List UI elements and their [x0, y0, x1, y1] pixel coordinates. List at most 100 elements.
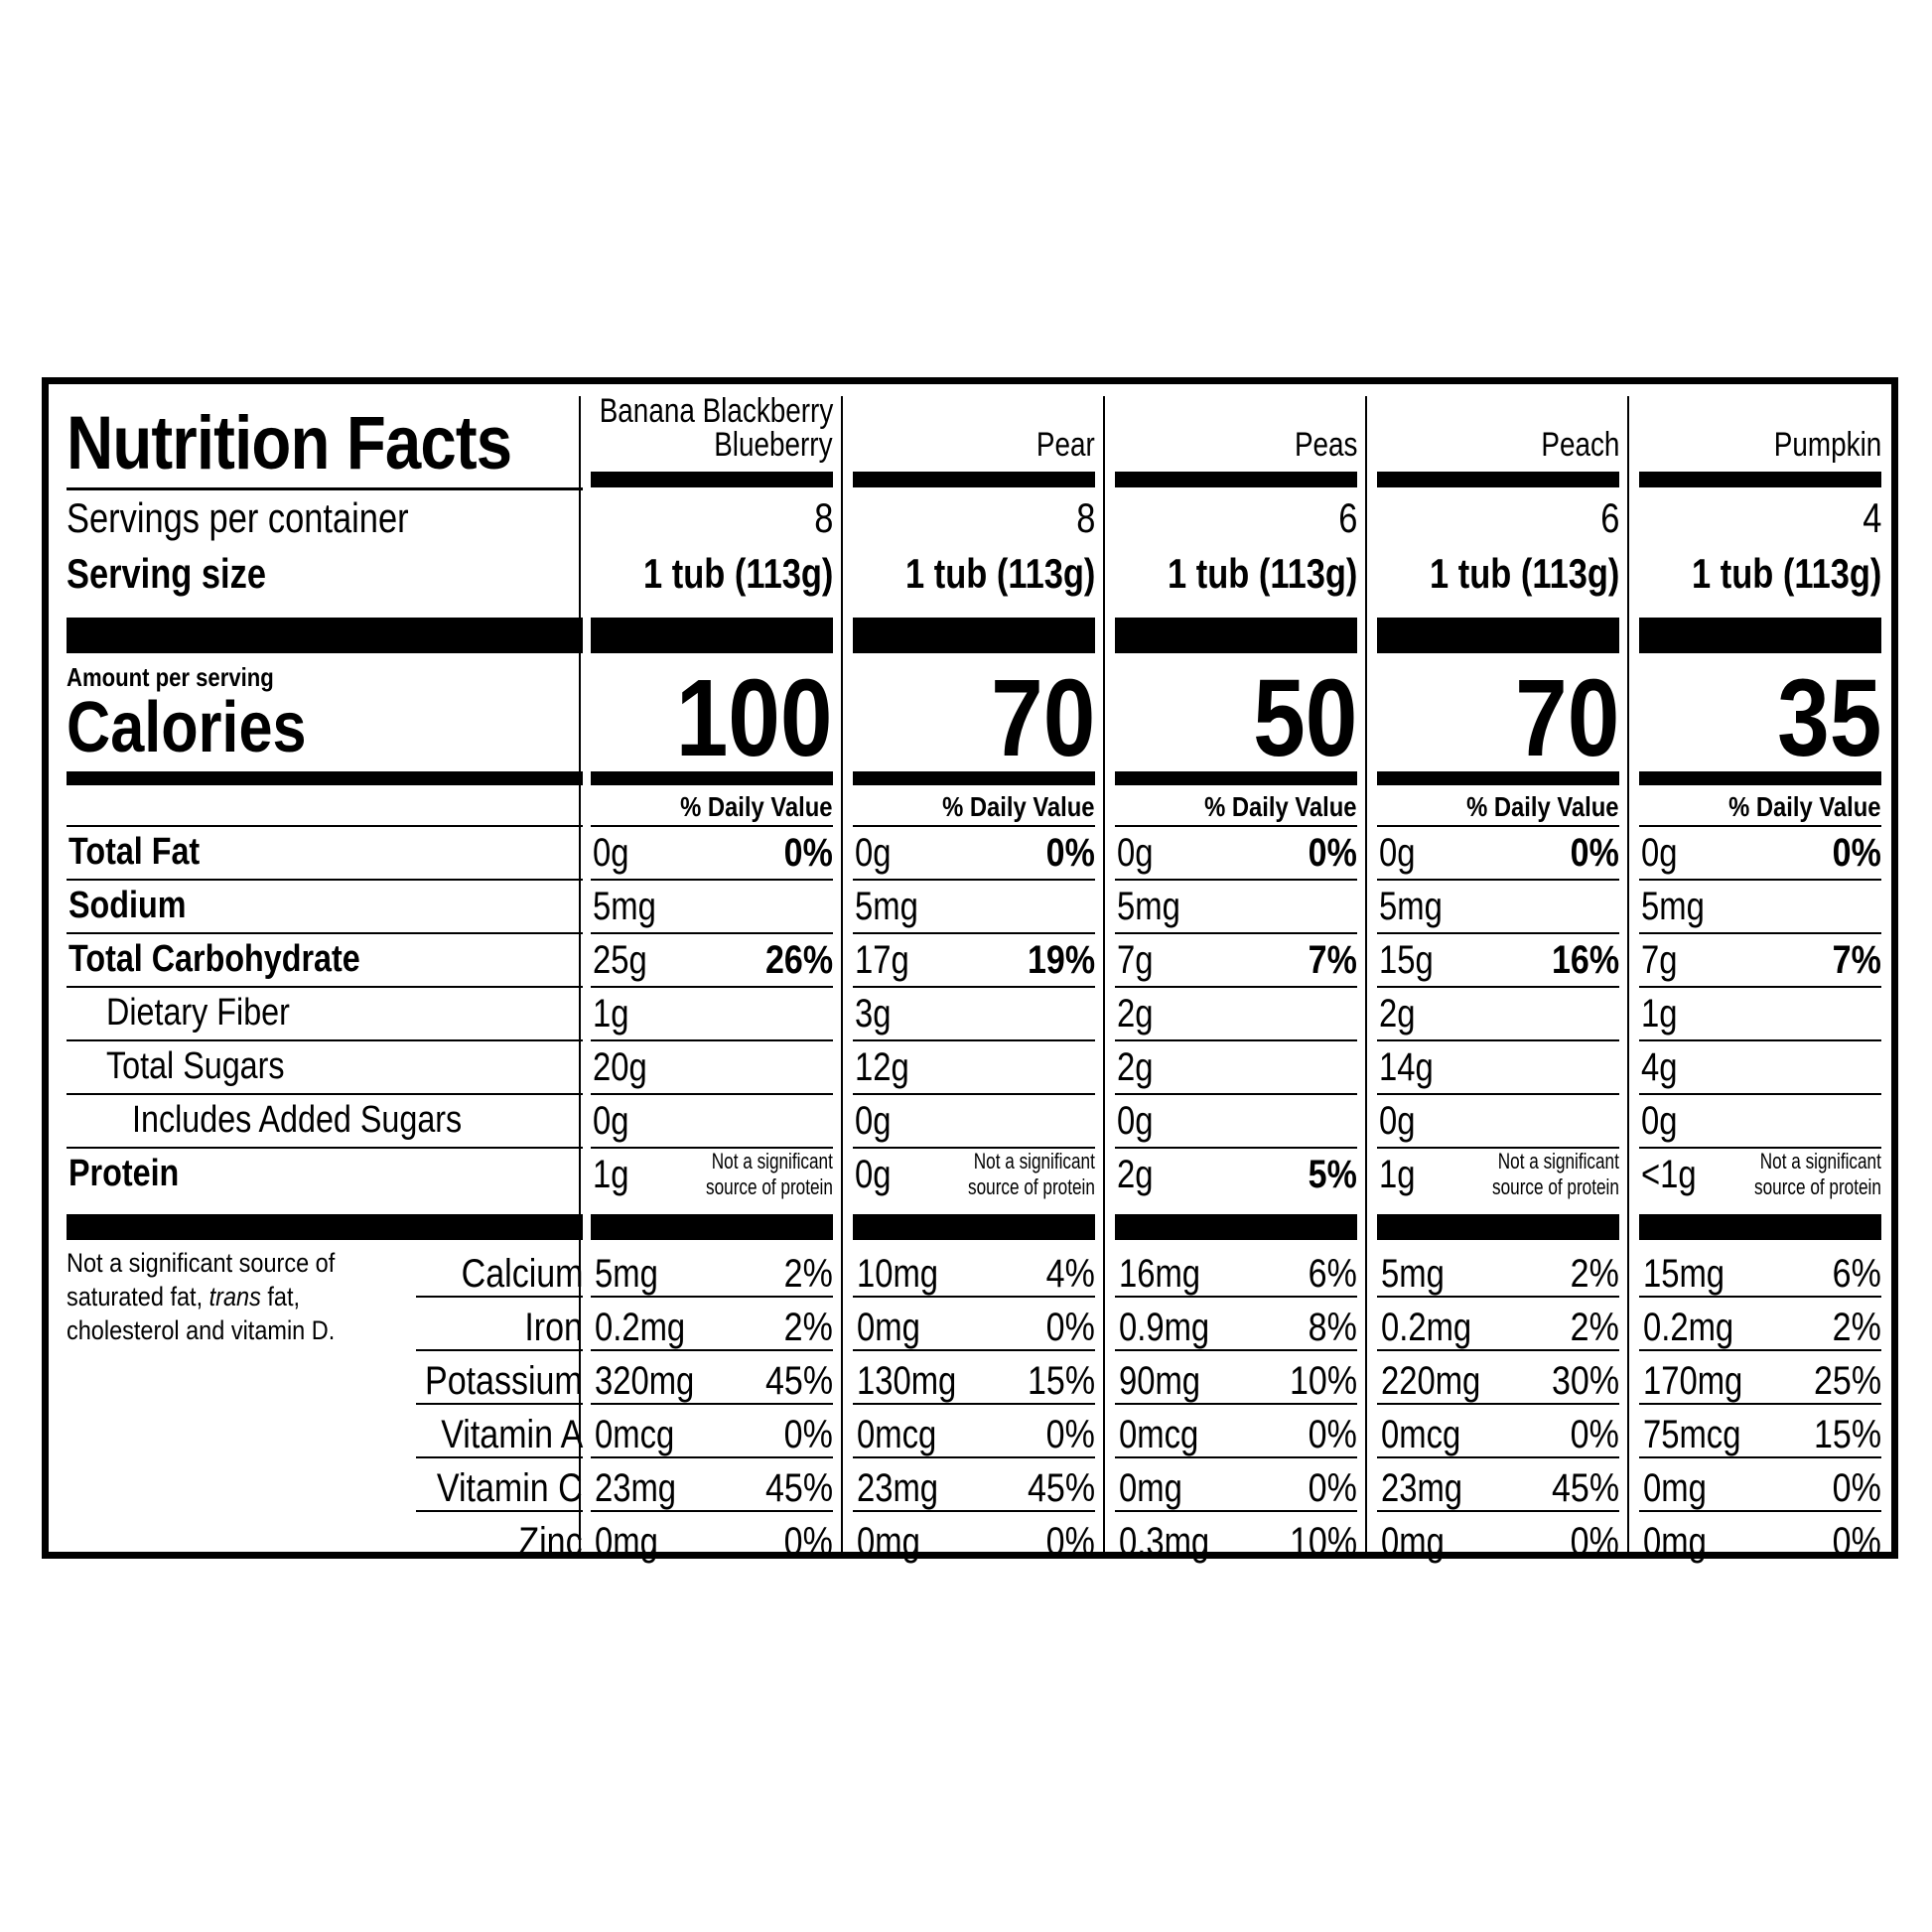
- product-5-calcium-amount: 15mg: [1643, 1252, 1725, 1296]
- column-divider: [579, 396, 581, 1554]
- product-5-medium-rule: [1639, 771, 1881, 785]
- product-5-micro-rule: [1639, 1456, 1881, 1458]
- product-3-sodium-amount: 5mg: [1117, 885, 1180, 928]
- product-3-fat-amount: 0g: [1117, 831, 1154, 875]
- product-2-protein-note: Not a significant source of protein: [968, 1149, 1095, 1200]
- footnote-text: saturated fat,: [67, 1282, 209, 1311]
- nutrition-facts-panel: Nutrition Facts Servings per container S…: [42, 377, 1898, 1564]
- product-5-fat-dv: 0%: [1832, 831, 1881, 875]
- product-3-vitamin-c-amount: 0mg: [1119, 1466, 1182, 1510]
- product-1-carb-amount: 25g: [593, 938, 647, 982]
- product-2-calcium-amount: 10mg: [857, 1252, 939, 1296]
- product-4-header-rule: [1377, 472, 1619, 487]
- product-4-servings: 6: [1599, 494, 1619, 541]
- product-2-sugars-amount: 12g: [855, 1045, 909, 1089]
- product-3-serving-size: 1 tub (113g): [1167, 550, 1357, 597]
- product-1-zinc-dv: 0%: [783, 1520, 833, 1564]
- product-4-calcium-amount: 5mg: [1381, 1252, 1445, 1296]
- product-4-rule: [1377, 1147, 1619, 1149]
- product-4-protein-amount: 1g: [1379, 1153, 1416, 1196]
- product-5-micro-rule: [1639, 1349, 1881, 1351]
- column-divider: [1103, 396, 1105, 1554]
- product-1-calcium-dv: 2%: [783, 1252, 833, 1296]
- product-5-protein-note: Not a significant source of protein: [1754, 1149, 1881, 1200]
- product-1-name: Blueberry: [714, 426, 833, 464]
- product-4-iron-dv: 2%: [1570, 1306, 1619, 1349]
- product-2-rule: [853, 1039, 1095, 1041]
- product-1-fat-amount: 0g: [593, 831, 629, 875]
- product-5-rule: [1639, 1039, 1881, 1041]
- product-2-carb-amount: 17g: [855, 938, 909, 982]
- product-3-protein-dv: 5%: [1308, 1153, 1357, 1196]
- product-5-vitamin-c-amount: 0mg: [1643, 1466, 1707, 1510]
- footnote-line-3: cholesterol and vitamin D.: [67, 1315, 336, 1345]
- rule: [67, 1093, 583, 1095]
- amount-per-serving: Amount per serving: [67, 662, 274, 692]
- product-4-vitamin-a-amount: 0mcg: [1381, 1413, 1461, 1456]
- product-5-calories: 35: [1776, 657, 1881, 779]
- product-3-calcium-dv: 6%: [1308, 1252, 1357, 1296]
- product-1-protein-amount: 1g: [593, 1153, 629, 1196]
- product-1-header-rule: [591, 472, 833, 487]
- product-2-micro-rule: [853, 1349, 1095, 1351]
- product-5-rule: [1639, 1093, 1881, 1095]
- product-5-fat-amount: 0g: [1641, 831, 1678, 875]
- product-2-zinc-amount: 0mg: [857, 1520, 920, 1564]
- product-3-iron-amount: 0.9mg: [1119, 1306, 1210, 1349]
- product-5-added-sugars-amount: 0g: [1641, 1099, 1678, 1143]
- product-2-protein-rule: [853, 1214, 1095, 1240]
- product-1-micro-rule: [591, 1456, 833, 1458]
- rule: [67, 986, 583, 988]
- product-4-rule: [1377, 986, 1619, 988]
- product-1-sugars-amount: 20g: [593, 1045, 647, 1089]
- product-2-servings: 8: [1075, 494, 1095, 541]
- product-4-protein-rule: [1377, 1214, 1619, 1240]
- product-1-vitamin-c-dv: 45%: [764, 1466, 833, 1510]
- product-3-header-rule: [1115, 472, 1357, 487]
- product-1-micro-rule: [591, 1510, 833, 1512]
- product-2-calcium-dv: 4%: [1045, 1252, 1095, 1296]
- micro-label-potassium: Potassium: [425, 1359, 583, 1403]
- nutrition-facts-title: Nutrition Facts: [67, 401, 512, 485]
- product-5-calcium-dv: 6%: [1832, 1252, 1881, 1296]
- product-2-micro-rule: [853, 1296, 1095, 1298]
- product-5-micro-rule: [1639, 1403, 1881, 1405]
- column-divider: [1627, 396, 1629, 1554]
- footnote-trans: trans: [208, 1282, 261, 1311]
- product-2-iron-amount: 0mg: [857, 1306, 920, 1349]
- product-1-micro-rule: [591, 1349, 833, 1351]
- product-2-vitamin-c-dv: 45%: [1027, 1466, 1095, 1510]
- row-label-total-fat: Total Fat: [69, 831, 201, 873]
- product-3-potassium-amount: 90mg: [1119, 1359, 1201, 1403]
- product-2-fat-amount: 0g: [855, 831, 892, 875]
- product-2-medium-rule: [853, 771, 1095, 785]
- product-3-name: Peas: [1294, 426, 1357, 464]
- rule: [67, 1039, 583, 1041]
- product-5-iron-amount: 0.2mg: [1643, 1306, 1734, 1349]
- product-5-zinc-dv: 0%: [1832, 1520, 1881, 1564]
- product-4-vitamin-c-dv: 45%: [1551, 1466, 1619, 1510]
- product-1-rule: [591, 986, 833, 988]
- product-2-protein-note-line-2: source of protein: [968, 1174, 1095, 1199]
- product-5-protein-amount: <1g: [1641, 1153, 1697, 1196]
- product-1-name-line-1: Banana Blackberry: [599, 392, 833, 430]
- product-5-vitamin-a-amount: 75mcg: [1643, 1413, 1741, 1456]
- calories-label: Calories: [67, 688, 307, 767]
- product-5-vitamin-c-dv: 0%: [1832, 1466, 1881, 1510]
- product-1-potassium-amount: 320mg: [595, 1359, 695, 1403]
- servings-label: Servings per container: [67, 494, 409, 541]
- product-3-zinc-amount: 0.3mg: [1119, 1520, 1210, 1564]
- product-1-sodium-amount: 5mg: [593, 885, 656, 928]
- product-2-protein-note-line-1: Not a significant: [973, 1149, 1095, 1173]
- product-1-vitamin-a-amount: 0mcg: [595, 1413, 675, 1456]
- product-2-calories: 70: [990, 657, 1095, 779]
- product-4-fat-amount: 0g: [1379, 831, 1416, 875]
- product-2-iron-dv: 0%: [1045, 1306, 1095, 1349]
- product-1-micro-rule: [591, 1403, 833, 1405]
- micro-label-calcium: Calcium: [461, 1252, 583, 1296]
- product-2-header-rule: [853, 472, 1095, 487]
- product-1-protein-note-line-1: Not a significant: [711, 1149, 833, 1173]
- row-label-fiber: Dietary Fiber: [106, 992, 290, 1034]
- product-3-sugars-amount: 2g: [1117, 1045, 1154, 1089]
- product-5-sugars-amount: 4g: [1641, 1045, 1678, 1089]
